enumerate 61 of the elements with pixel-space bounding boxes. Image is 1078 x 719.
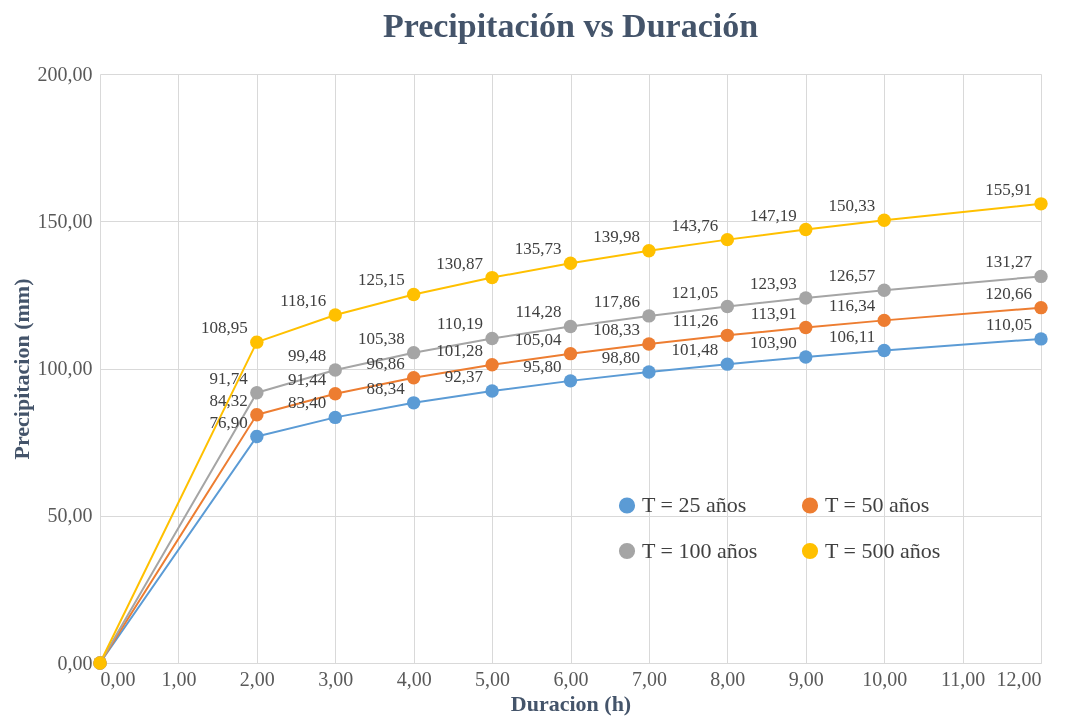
legend-label: T = 100 años xyxy=(642,538,758,563)
data-label: 125,15 xyxy=(357,270,405,290)
data-label: 143,76 xyxy=(671,215,719,235)
x-tick-label: 7,00 xyxy=(631,667,667,690)
data-label: 135,73 xyxy=(514,239,562,259)
data-label: 116,34 xyxy=(829,296,876,316)
y-tick-label: 150,00 xyxy=(37,209,93,232)
x-tick-label: 3,00 xyxy=(318,667,354,690)
y-tick-label: 100,00 xyxy=(37,357,93,379)
y-tick-label: 200,00 xyxy=(37,62,93,85)
legend-label: T = 50 años xyxy=(825,492,930,518)
y-tick-label: 0,00 xyxy=(57,651,93,674)
data-label: 117,86 xyxy=(593,291,640,311)
data-label: 99,48 xyxy=(288,346,327,366)
data-label: 120,66 xyxy=(985,283,1032,303)
x-tick-label: 9,00 xyxy=(788,667,824,690)
x-tick-label: 1,00 xyxy=(161,667,197,690)
legend-label: T = 25 años xyxy=(642,492,747,518)
data-label: 106,11 xyxy=(829,326,876,346)
data-label: 103,90 xyxy=(750,333,797,353)
data-label: 111,26 xyxy=(672,311,719,331)
x-axis-title: Duracion (h) xyxy=(510,690,632,716)
x-tick-label: 8,00 xyxy=(710,667,746,690)
x-tick-label: 11,00 xyxy=(940,667,986,690)
x-tick-label: 12,00 xyxy=(996,667,1042,690)
x-tick-label: 2,00 xyxy=(239,667,275,690)
data-label: 126,57 xyxy=(828,266,876,286)
data-label: 131,27 xyxy=(985,252,1033,272)
data-label: 150,33 xyxy=(828,196,876,216)
data-label: 105,04 xyxy=(514,329,562,349)
data-label: 101,48 xyxy=(671,340,719,360)
data-label: 155,91 xyxy=(985,179,1032,199)
data-label: 113,91 xyxy=(750,303,797,323)
data-label: 139,98 xyxy=(593,226,640,246)
data-label: 110,05 xyxy=(985,314,1032,334)
data-label: 123,93 xyxy=(750,274,797,294)
x-tick-label: 10,00 xyxy=(862,667,908,690)
legend-label: T = 500 años xyxy=(825,538,941,563)
data-label: 105,38 xyxy=(357,328,405,348)
x-tick-label: 0,00 xyxy=(100,667,136,690)
data-label: 92,37 xyxy=(444,366,484,386)
data-label: 147,19 xyxy=(750,205,797,225)
data-label: 88,34 xyxy=(366,378,406,398)
data-label: 130,87 xyxy=(436,253,484,273)
data-label: 118,16 xyxy=(280,291,327,311)
chart-title: Precipitación vs Duración xyxy=(382,7,759,44)
data-label: 108,95 xyxy=(201,318,248,338)
data-label: 114,28 xyxy=(515,302,562,322)
x-tick-label: 5,00 xyxy=(475,667,511,690)
y-axis-title: Precipitacion (mm) xyxy=(8,278,34,460)
y-tick-label: 50,00 xyxy=(47,504,93,527)
data-label: 108,33 xyxy=(593,319,640,339)
data-label: 101,28 xyxy=(436,340,484,360)
data-label: 91,44 xyxy=(288,369,327,389)
data-label: 110,19 xyxy=(436,314,484,334)
data-label: 121,05 xyxy=(671,282,719,302)
x-tick-label: 6,00 xyxy=(553,667,589,690)
data-label: 95,80 xyxy=(523,356,562,376)
data-label: 98,80 xyxy=(601,348,640,368)
x-tick-label: 4,00 xyxy=(396,667,432,690)
data-label: 96,86 xyxy=(366,353,405,373)
